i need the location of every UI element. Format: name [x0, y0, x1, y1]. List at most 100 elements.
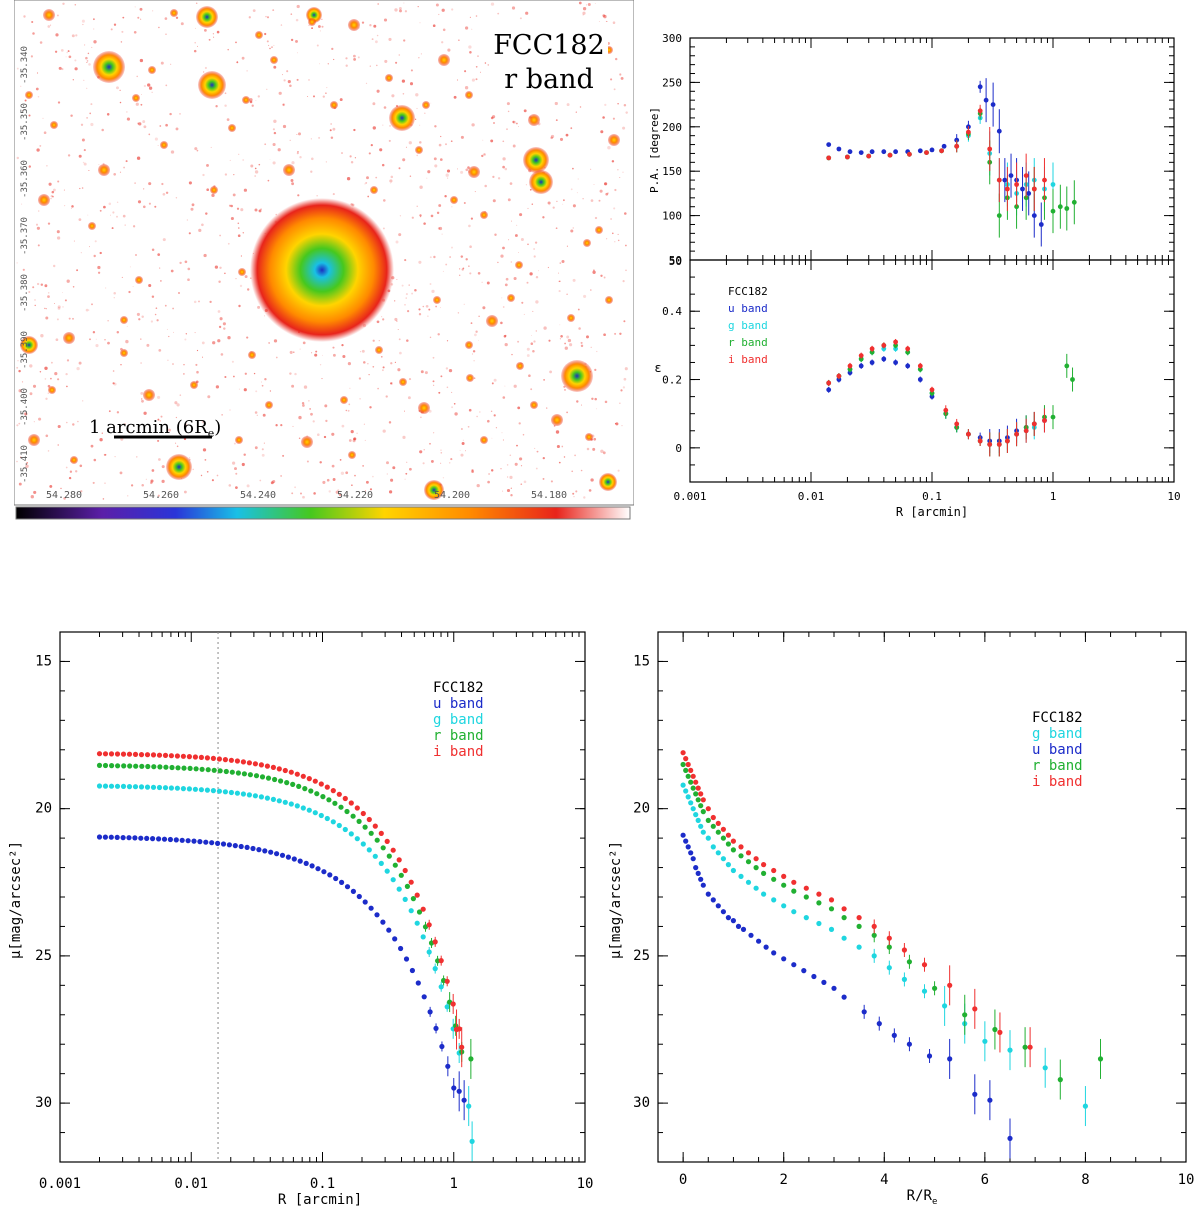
noise-speck: [547, 266, 550, 269]
noise-speck: [235, 41, 237, 44]
data-point: [847, 370, 853, 376]
noise-speck: [390, 175, 394, 179]
noise-speck: [31, 20, 34, 24]
data-point: [871, 953, 877, 959]
noise-speck: [123, 422, 127, 425]
noise-speck: [36, 226, 40, 230]
data-point: [847, 149, 853, 155]
noise-speck: [558, 280, 561, 283]
noise-speck: [419, 124, 421, 126]
data-point: [1042, 1065, 1048, 1071]
noise-speck: [442, 28, 446, 32]
noise-speck: [476, 483, 480, 488]
noise-speck: [170, 269, 174, 273]
data-point: [977, 84, 983, 90]
noise-speck: [571, 470, 574, 473]
noise-speck: [116, 201, 119, 204]
star: [561, 360, 593, 392]
noise-speck: [369, 488, 373, 491]
data-point: [858, 353, 864, 358]
noise-speck: [18, 482, 22, 486]
noise-speck: [402, 158, 406, 162]
data-point: [303, 860, 309, 866]
data-point: [372, 853, 378, 859]
noise-speck: [359, 351, 362, 353]
noise-speck: [227, 336, 231, 340]
mu-re-panel: 0 2 4 6 8 10 15 20 25 30 μ[mag/arcsec²] R/Re FCC1…: [600, 610, 1200, 1210]
noise-speck: [133, 30, 137, 34]
noise-speck: [160, 61, 164, 65]
noise-speck: [433, 384, 435, 386]
data-point: [828, 897, 835, 903]
noise-speck: [88, 170, 90, 171]
data-point: [893, 360, 898, 365]
noise-speck: [201, 223, 204, 227]
noise-speck: [327, 63, 329, 65]
noise-speck: [465, 168, 469, 172]
noise-speck: [298, 132, 301, 136]
noise-speck: [394, 361, 397, 364]
noise-speck: [324, 404, 328, 408]
data-point: [685, 773, 691, 779]
data-point: [917, 148, 923, 154]
data-point: [893, 346, 898, 352]
noise-speck: [504, 385, 506, 387]
noise-speck: [82, 23, 84, 26]
mu-re-legend: FCC182 g band u band r band i band: [1032, 710, 1083, 790]
noise-speck: [201, 420, 205, 424]
noise-speck: [119, 171, 122, 173]
data-point: [847, 363, 853, 369]
data-point: [831, 985, 837, 991]
noise-speck: [503, 335, 507, 338]
star: [20, 336, 38, 354]
noise-speck: [435, 305, 437, 308]
noise-speck: [26, 462, 29, 464]
noise-speck: [216, 474, 219, 477]
noise-speck: [408, 141, 412, 145]
data-point: [907, 151, 912, 157]
data-point: [680, 761, 686, 768]
noise-speck: [253, 372, 256, 375]
noise-speck: [275, 356, 278, 359]
noise-speck: [580, 469, 583, 472]
data-point: [374, 912, 380, 918]
noise-speck: [349, 387, 351, 389]
noise-speck: [349, 155, 352, 158]
noise-speck: [424, 112, 426, 115]
noise-speck: [390, 382, 393, 385]
data-point: [216, 788, 222, 794]
noise-speck: [481, 281, 483, 283]
noise-speck: [590, 346, 592, 348]
noise-speck: [451, 406, 454, 409]
noise-speck: [66, 52, 68, 54]
noise-speck: [429, 256, 432, 259]
star: [143, 389, 155, 401]
data-point: [144, 752, 151, 758]
noise-speck: [16, 366, 19, 369]
star: [438, 54, 450, 66]
data-point: [279, 852, 286, 858]
star: [170, 9, 178, 17]
noise-speck: [63, 497, 66, 500]
noise-speck: [269, 47, 271, 50]
data-point: [270, 764, 276, 770]
noise-speck: [258, 163, 261, 166]
noise-speck: [576, 400, 579, 403]
noise-speck: [509, 454, 512, 457]
mu-re-legend-i: i band: [1032, 774, 1083, 790]
noise-speck: [302, 495, 305, 499]
noise-speck: [50, 377, 52, 380]
data-point: [901, 947, 907, 953]
noise-speck: [204, 66, 207, 70]
data-point: [738, 844, 744, 850]
noise-speck: [624, 212, 627, 215]
noise-speck: [316, 44, 319, 47]
noise-speck: [505, 277, 509, 281]
noise-speck: [121, 276, 123, 278]
data-point: [685, 761, 691, 768]
noise-speck: [206, 470, 209, 473]
noise-speck: [612, 21, 616, 24]
data-point: [309, 863, 315, 869]
data-point: [1042, 418, 1047, 423]
noise-speck: [423, 449, 425, 451]
